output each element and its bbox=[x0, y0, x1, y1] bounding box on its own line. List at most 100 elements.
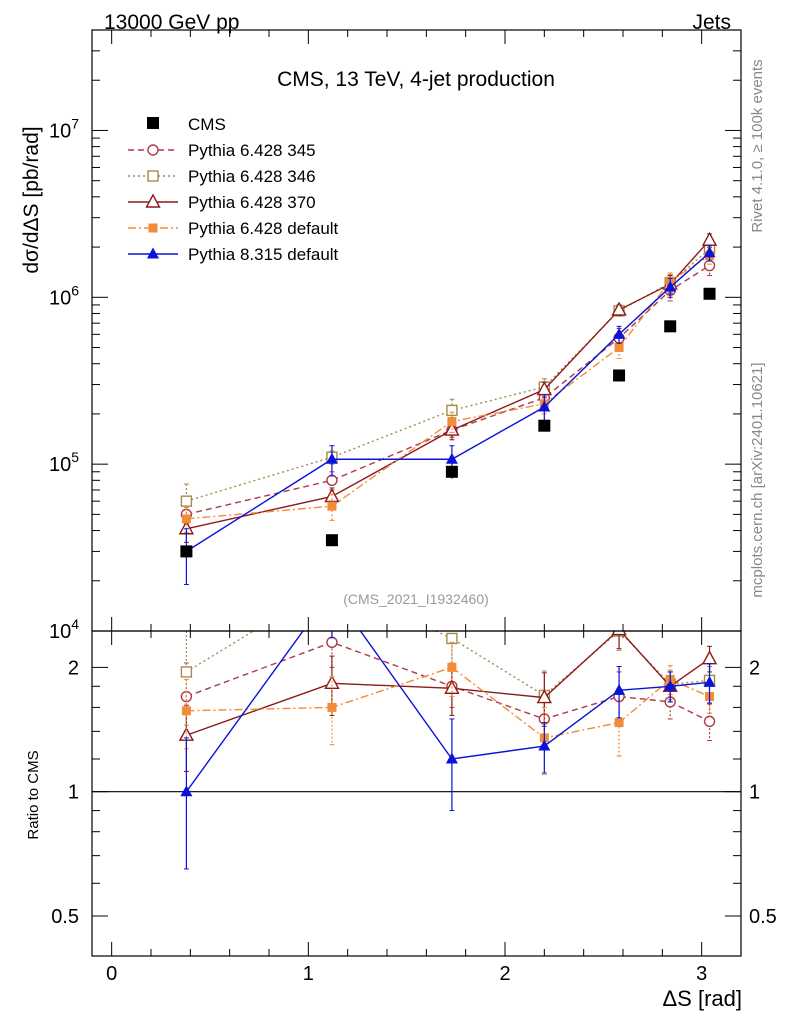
series-3-point bbox=[447, 417, 457, 427]
x-tick-label: 3 bbox=[696, 963, 707, 985]
ratio-series-4-point bbox=[180, 785, 193, 797]
y-tick-label: 105 bbox=[49, 449, 79, 476]
ratio-series-2-point bbox=[536, 689, 553, 704]
series-4-point bbox=[445, 452, 458, 464]
ratio-series-4-point bbox=[538, 739, 551, 751]
data-point bbox=[664, 320, 677, 333]
ratio-series-4-point bbox=[703, 675, 716, 687]
main-series-layer bbox=[178, 231, 718, 585]
plot-frames bbox=[91, 29, 742, 957]
series-2-line bbox=[186, 239, 711, 530]
ratio-tick-label-left: 1 bbox=[68, 782, 79, 804]
series-1 bbox=[180, 243, 716, 525]
x-axis-label: ΔS [rad] bbox=[662, 986, 742, 1011]
legend-marker-4 bbox=[147, 247, 159, 259]
data-series bbox=[180, 287, 716, 558]
ratio-tick-label-left: 2 bbox=[68, 657, 79, 679]
legend-entry-1: Pythia 6.428 346 bbox=[128, 167, 316, 186]
y-axis-label: dσ/dΔS [pb/rad] bbox=[20, 126, 43, 273]
ratio-tick-label-left: 0.5 bbox=[51, 906, 79, 928]
x-tick-label: 1 bbox=[303, 963, 314, 985]
series-3-point bbox=[614, 343, 624, 353]
y-tick-label: 106 bbox=[49, 282, 79, 309]
data-point bbox=[180, 545, 193, 558]
ratio-plot: 0 1 2 3 0.5 0.5 1 1 2 2 bbox=[51, 578, 777, 985]
ratio-series-0-point bbox=[326, 636, 338, 649]
series-4-point bbox=[664, 280, 677, 292]
series-4-line bbox=[186, 252, 710, 552]
series-4-point bbox=[613, 327, 626, 339]
data-point bbox=[325, 534, 338, 547]
data-point bbox=[613, 369, 626, 382]
series-2 bbox=[178, 231, 718, 543]
legend-entry-4: Pythia 8.315 default bbox=[128, 245, 339, 264]
x-tick-label: 2 bbox=[499, 963, 510, 985]
series-3-point bbox=[327, 501, 337, 511]
legend-label-4: Pythia 8.315 default bbox=[188, 245, 339, 264]
legend-entry-0: Pythia 6.428 345 bbox=[128, 141, 316, 160]
legend-marker-0 bbox=[147, 144, 159, 156]
series-0-point bbox=[326, 474, 338, 487]
y-tick-label: 107 bbox=[49, 115, 79, 142]
ratio-series-4-point bbox=[613, 683, 626, 695]
ratio-series-3-point bbox=[327, 702, 337, 712]
data-point bbox=[445, 465, 458, 478]
legend-label-0: Pythia 6.428 345 bbox=[188, 141, 316, 160]
series-1-point bbox=[180, 495, 193, 507]
ratio-series-0-point bbox=[703, 715, 716, 728]
ratio-series-1-point bbox=[327, 578, 337, 588]
data-point bbox=[538, 419, 551, 432]
legend-marker-2 bbox=[145, 193, 161, 208]
series-4-point bbox=[538, 400, 551, 412]
ratio-series-3-point bbox=[447, 662, 457, 672]
ratio-series-4-point bbox=[445, 752, 458, 764]
series-3-point bbox=[181, 514, 191, 524]
series-3-line bbox=[186, 254, 710, 520]
legend-marker-1 bbox=[147, 170, 159, 182]
legend: CMS Pythia 6.428 345 Pythia 6.428 346 Pythi… bbox=[128, 115, 339, 264]
header-right: Jets bbox=[692, 11, 731, 34]
ratio-series-4 bbox=[180, 585, 716, 870]
legend-entry-3: Pythia 6.428 default bbox=[128, 219, 339, 238]
ratio-series-1-point bbox=[180, 666, 193, 678]
series-3 bbox=[181, 247, 715, 533]
x-tick-label: 0 bbox=[106, 963, 117, 985]
legend-label-2: Pythia 6.428 370 bbox=[188, 193, 316, 212]
ratio-axis-label: Ratio to CMS bbox=[25, 750, 42, 839]
ratio-series-2-point bbox=[611, 631, 627, 636]
ratio-series-4-point bbox=[326, 585, 338, 596]
ratio-tick-label-right: 2 bbox=[749, 657, 760, 679]
analysis-tag: (CMS_2021_I1932460) bbox=[343, 591, 489, 607]
series-4-point bbox=[703, 246, 716, 258]
legend-marker-3 bbox=[148, 223, 158, 233]
series-0 bbox=[180, 256, 716, 532]
legend-entry-cms: CMS bbox=[147, 115, 226, 134]
chart-title: CMS, 13 TeV, 4-jet production bbox=[277, 68, 555, 91]
legend-label-cms: CMS bbox=[188, 115, 226, 134]
legend-entry-2: Pythia 6.428 370 bbox=[128, 193, 316, 212]
ratio-series-3-line bbox=[186, 666, 710, 739]
ratio-series-3-point bbox=[614, 718, 624, 728]
series-1-point bbox=[446, 404, 458, 417]
ratio-tick-label-right: 0.5 bbox=[749, 906, 777, 928]
side-label-top: Rivet 4.1.0, ≥ 100k events bbox=[749, 59, 766, 232]
series-0-point bbox=[703, 259, 716, 272]
series-4 bbox=[180, 244, 716, 585]
series-2-point bbox=[701, 231, 718, 246]
side-label-bottom: mcplots.cern.ch [arXiv:2401.10621] bbox=[749, 362, 766, 597]
ratio-series-3-point bbox=[181, 706, 191, 716]
ratio-series-2-point bbox=[701, 650, 718, 665]
y-tick-label: 104 bbox=[49, 616, 79, 643]
legend-label-1: Pythia 6.428 346 bbox=[188, 167, 316, 186]
series-4-point bbox=[325, 452, 338, 464]
ratio-series-0-line bbox=[186, 641, 710, 723]
header-left: 13000 GeV pp bbox=[104, 11, 239, 34]
ratio-series-4-point bbox=[664, 679, 677, 691]
series-2-point bbox=[611, 301, 627, 316]
ratio-plot-frame bbox=[91, 630, 742, 957]
ratio-series-3 bbox=[181, 641, 715, 776]
ratio-tick-label-right: 1 bbox=[749, 782, 760, 804]
legend-marker-cms bbox=[147, 117, 159, 129]
